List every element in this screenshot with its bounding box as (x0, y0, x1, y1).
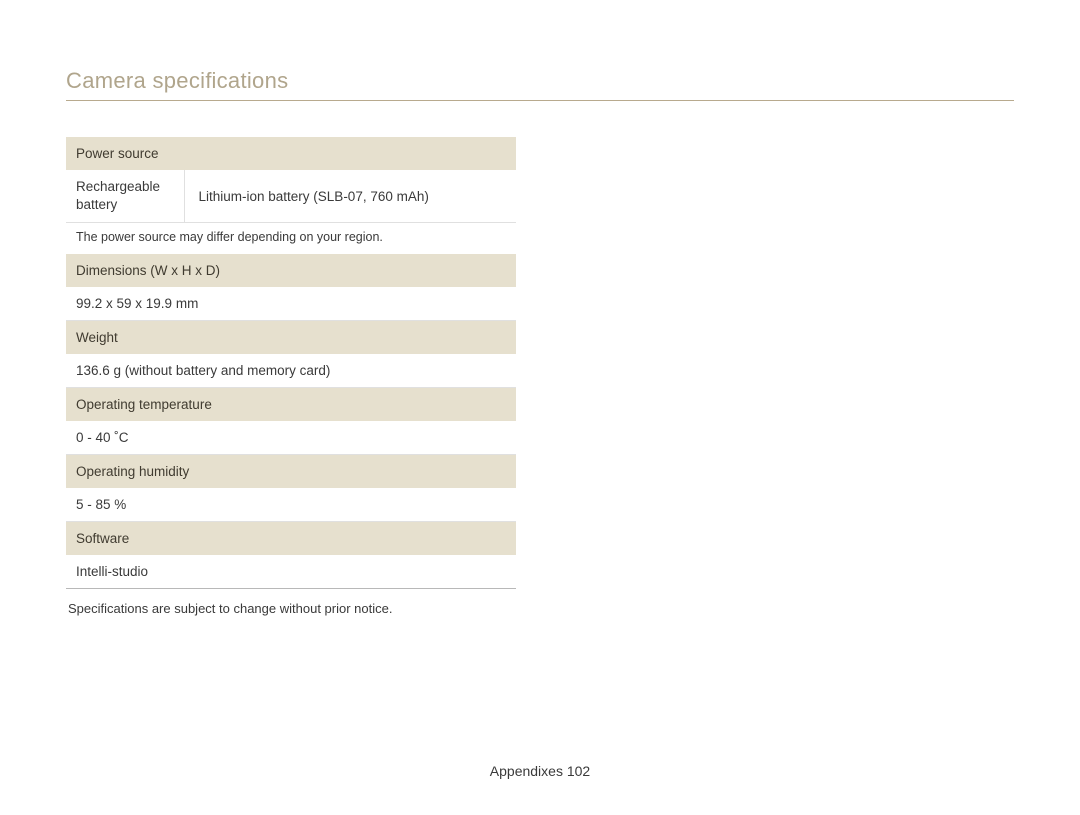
spec-table: Power source Rechargeable battery Lithiu… (66, 137, 516, 589)
power-row-value: Lithium-ion battery (SLB-07, 760 mAh) (184, 170, 516, 223)
section-header-dimensions: Dimensions (W x H x D) (66, 254, 516, 287)
footer-note: Speciﬁcations are subject to change with… (66, 601, 1014, 616)
footer-section: Appendixes (490, 763, 563, 779)
section-header-weight: Weight (66, 321, 516, 355)
section-header-op-humidity: Operating humidity (66, 455, 516, 489)
power-row-label: Rechargeable battery (66, 170, 184, 223)
power-note: The power source may differ depending on… (66, 223, 516, 255)
section-header-op-temp: Operating temperature (66, 388, 516, 422)
footer-page-number: 102 (567, 763, 590, 779)
weight-value: 136.6 g (without battery and memory card… (66, 354, 516, 388)
op-temp-value: 0 - 40 ˚C (66, 421, 516, 455)
page-footer: Appendixes 102 (0, 763, 1080, 779)
title-divider (66, 100, 1014, 101)
op-humidity-value: 5 - 85 % (66, 488, 516, 522)
section-header-power: Power source (66, 137, 516, 170)
software-value: Intelli-studio (66, 555, 516, 589)
page-title: Camera speciﬁcations (66, 68, 1014, 94)
dimensions-value: 99.2 x 59 x 19.9 mm (66, 287, 516, 321)
section-header-software: Software (66, 522, 516, 556)
